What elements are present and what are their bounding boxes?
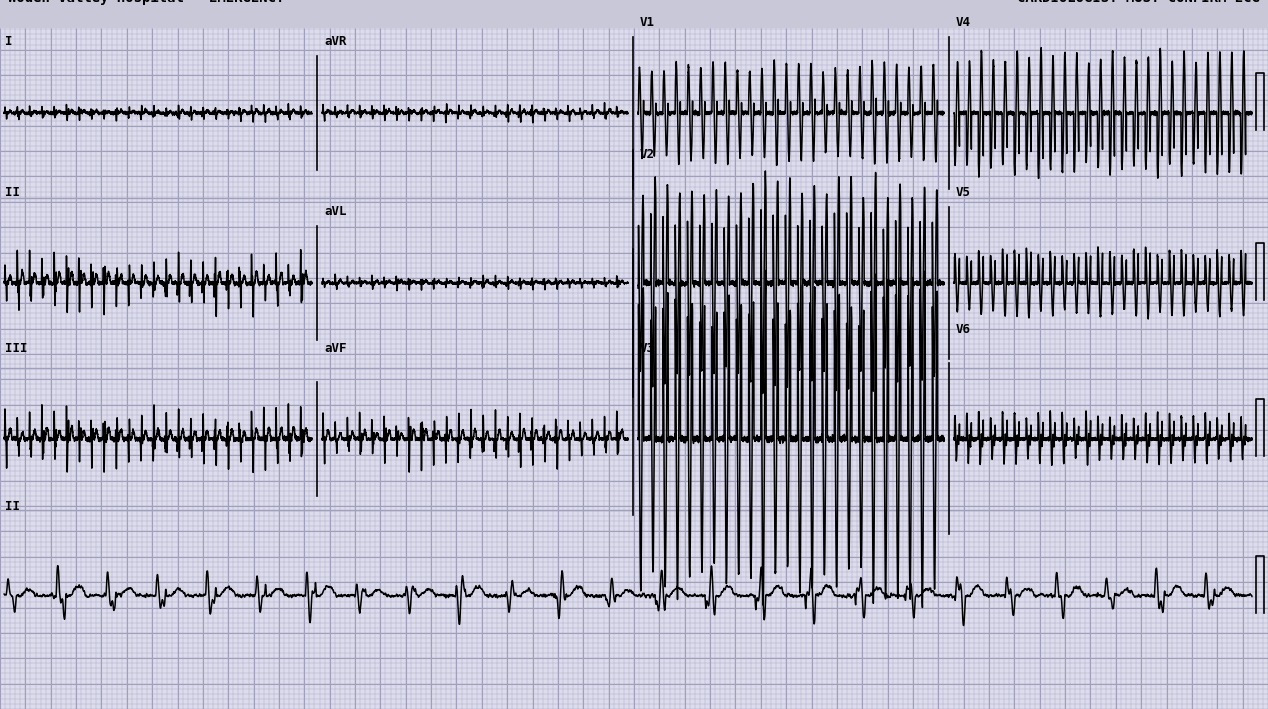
Text: aVF: aVF bbox=[325, 342, 346, 355]
Text: Woden Valley Hospital - EMERGENCY: Woden Valley Hospital - EMERGENCY bbox=[8, 0, 284, 5]
Text: V1: V1 bbox=[640, 16, 656, 29]
Text: aVR: aVR bbox=[325, 35, 346, 48]
Text: V2: V2 bbox=[640, 148, 656, 161]
Text: CARDIOLOGIST MUST CONFIRM ECG: CARDIOLOGIST MUST CONFIRM ECG bbox=[1017, 0, 1260, 5]
Text: aVL: aVL bbox=[325, 205, 346, 218]
Text: V6: V6 bbox=[956, 323, 971, 336]
Text: I: I bbox=[5, 35, 13, 48]
Bar bbox=[0, 0, 1268, 28]
Text: V5: V5 bbox=[956, 186, 971, 199]
Text: V3: V3 bbox=[640, 342, 656, 355]
Text: V4: V4 bbox=[956, 16, 971, 29]
Text: II: II bbox=[5, 501, 20, 513]
Text: II: II bbox=[5, 186, 20, 199]
Text: III: III bbox=[5, 342, 28, 355]
